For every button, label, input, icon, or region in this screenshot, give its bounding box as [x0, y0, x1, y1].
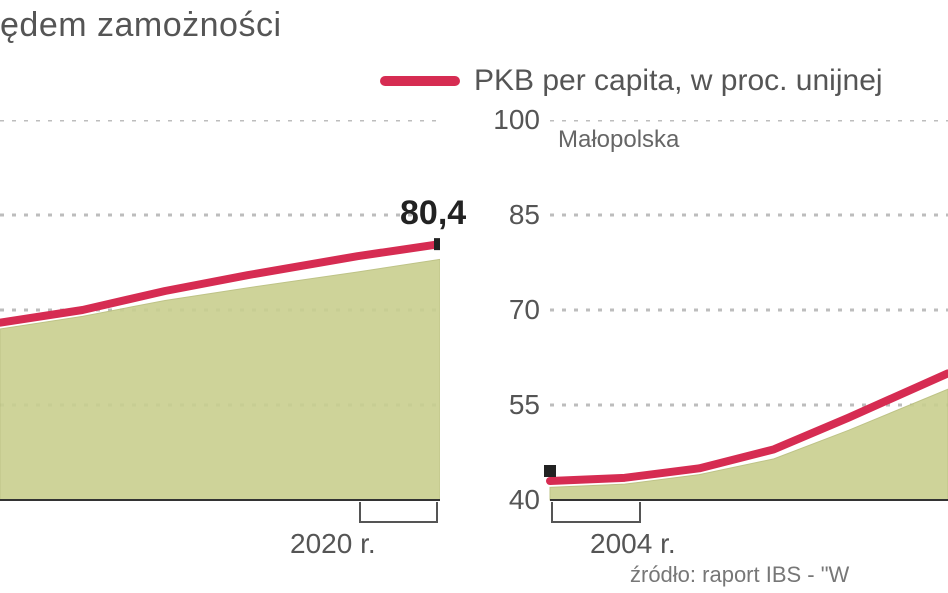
source-text: źródło: raport IBS - "W	[630, 562, 849, 588]
chart-right: Małopolska 2004 r. 40557085100	[490, 120, 948, 540]
y-tick-label: 100	[490, 104, 540, 136]
chart-left-end-value: 80,4	[400, 194, 466, 233]
legend: PKB per capita, w proc. unijnej	[380, 64, 883, 98]
y-tick-label: 70	[490, 294, 540, 326]
chart-left: 80,4 2020 r.	[0, 120, 440, 540]
page-root: ędem zamożności PKB per capita, w proc. …	[0, 0, 948, 593]
y-tick-label: 85	[490, 199, 540, 231]
y-tick-label: 40	[490, 484, 540, 516]
chart-left-svg	[0, 120, 440, 560]
legend-label: PKB per capita, w proc. unijnej	[474, 64, 883, 98]
chart-right-x-label: 2004 r.	[590, 528, 676, 560]
legend-swatch	[380, 76, 460, 86]
page-title: ędem zamożności	[0, 6, 282, 45]
chart-right-svg	[490, 120, 948, 560]
chart-left-x-label: 2020 r.	[290, 528, 376, 560]
y-tick-label: 55	[490, 389, 540, 421]
